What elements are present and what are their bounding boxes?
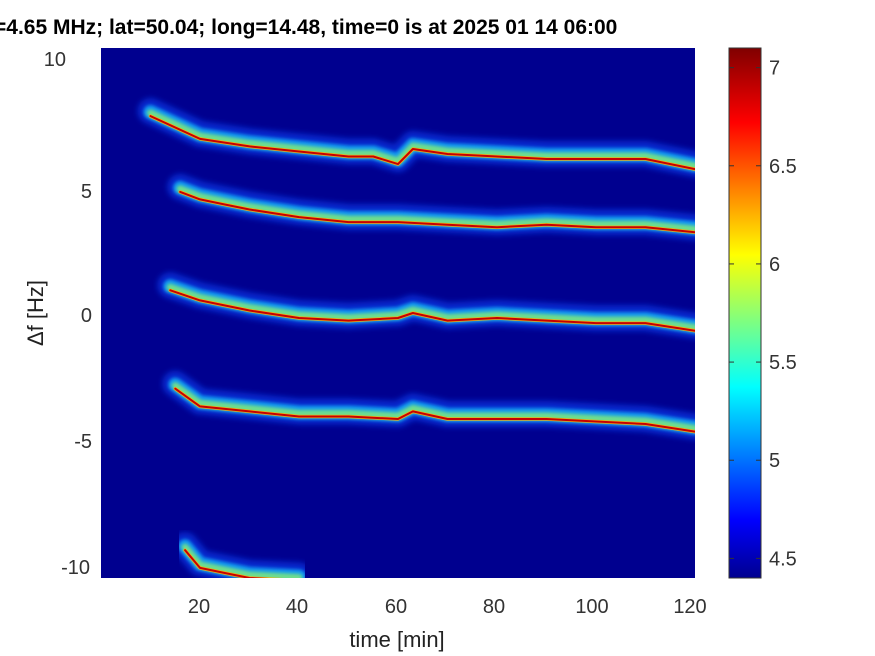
doppler-trace-4-layer-5 [174,387,695,433]
doppler-trace-3-layer-3 [166,283,695,332]
colorbar-tick-label: 6 [769,254,780,276]
doppler-trace-3-layer-5 [169,289,695,332]
colorbar-tick-label: 4.5 [769,548,797,570]
doppler-trace-2-layer-3 [176,185,695,233]
y-tick-label: -5 [74,431,92,453]
x-tick-label: 120 [673,596,706,618]
chart-title: =4.65 MHz; lat=50.04; long=14.48, time=0… [0,16,618,39]
y-tick-label: 10 [44,49,66,71]
x-tick-label: 80 [483,596,505,618]
spectrogram-traces [137,98,695,578]
y-tick-label: 5 [81,181,92,203]
x-tick-label: 100 [575,596,608,618]
colorbar-tick-label: 5.5 [769,352,797,374]
colorbar-frame [728,47,762,579]
doppler-trace-1-layer-3 [147,109,695,170]
colorbar-tick-label: 6.5 [769,156,797,178]
doppler-trace-4-layer-3 [171,382,695,433]
colorbar-tick-label: 5 [769,450,780,472]
y-axis-label: Δf [Hz] [23,280,48,346]
colorbar-ticks: 7 6.5 6 5.5 5 4.5 [729,58,797,570]
colorbar-tick-label: 7 [769,58,780,80]
y-tick-label: 0 [81,305,92,327]
y-tick-label: -10 [61,557,90,579]
x-tick-label: 60 [385,596,407,618]
x-axis-label: time [min] [349,627,444,652]
doppler-trace-5-layer-5 [184,549,270,578]
doppler-trace-1-layer-5 [149,115,695,171]
x-tick-label: 20 [188,596,210,618]
colorbar [729,48,761,578]
doppler-trace-2-layer-5 [179,190,695,234]
doppler-trace-5-layer-3 [181,543,303,578]
x-tick-label: 40 [286,596,308,618]
